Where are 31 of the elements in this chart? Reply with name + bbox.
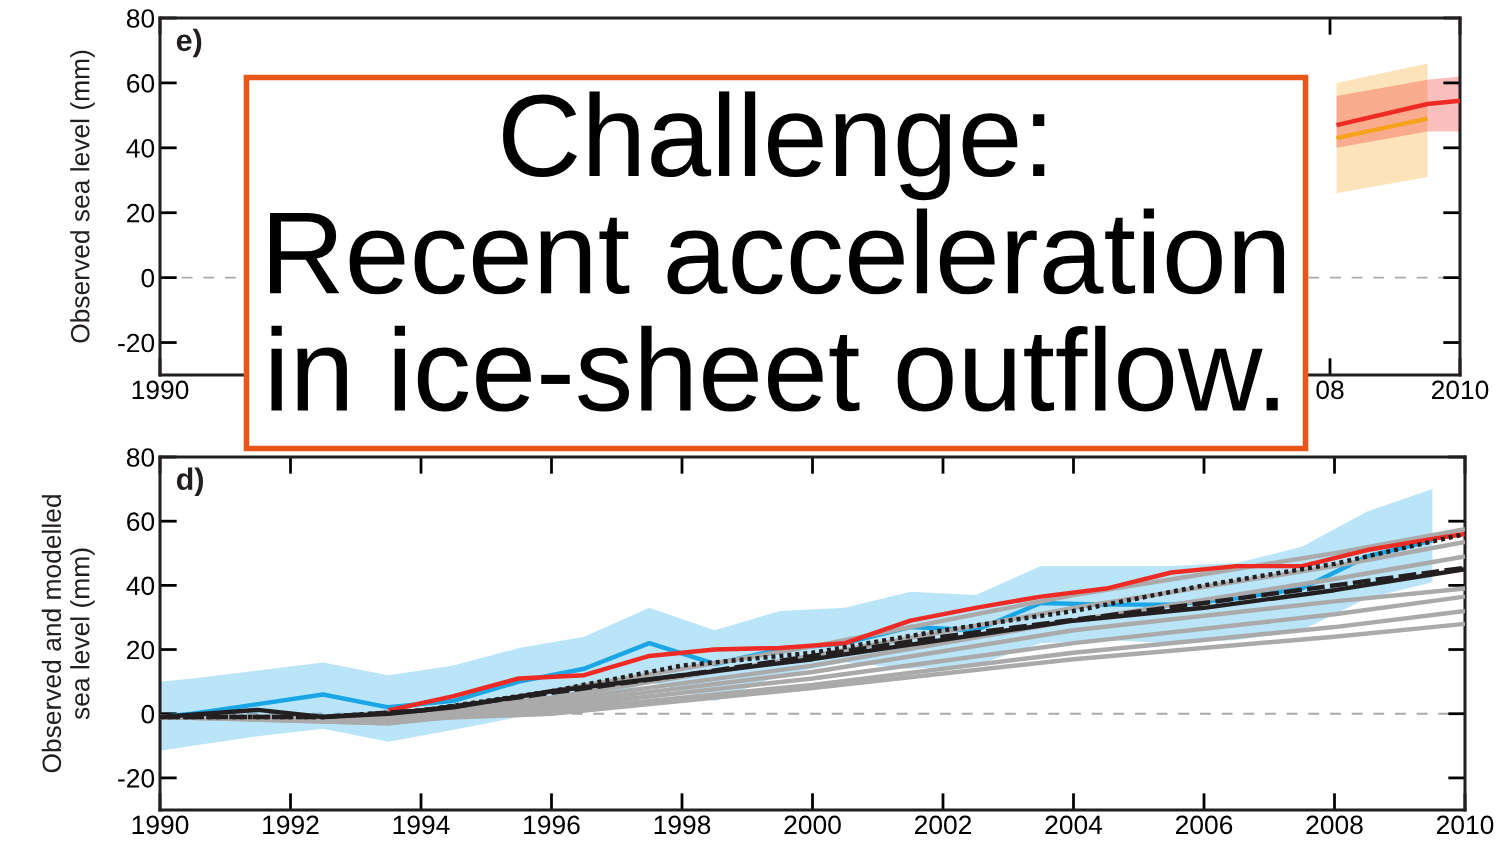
y-tick-label: 40 [126, 576, 155, 596]
y-tick-label: 80 [126, 448, 155, 467]
y-tick-label: 60 [127, 512, 155, 531]
y-tick-label: 0 [141, 268, 155, 288]
y-tick-label: 20 [127, 640, 155, 660]
y-tick-label: -20 [118, 333, 155, 353]
y-tick-label: 20 [127, 203, 155, 223]
y-tick-label: -20 [118, 769, 155, 788]
x-tick-label: 2010 [1431, 380, 1489, 400]
x-tick-label: 2000 [784, 815, 841, 835]
annotation: Challenge: Recent acceleration in ice-sheet outflow. [270, 91, 1285, 412]
x-tick-label: 2006 [1175, 815, 1233, 835]
x-tick-label: 1990 [132, 815, 189, 835]
x-tick-label: 1990 [132, 380, 189, 400]
x-tick-label: 2010 [1436, 815, 1494, 835]
x-tick-label: 1996 [524, 815, 580, 835]
x-tick-label: 2008 [1306, 815, 1363, 835]
x-tick-label: 08 [1316, 380, 1344, 400]
y-axis-title: Observed and modelled sea level (mm) [41, 495, 95, 773]
y-tick-label: 80 [126, 9, 155, 28]
x-tick-label: 2004 [1045, 815, 1103, 835]
y-tick-label: 40 [126, 138, 155, 158]
y-tick-label: 60 [127, 74, 155, 93]
x-tick-label: 1994 [393, 815, 450, 835]
y-axis-title: Observed sea level (mm) [70, 50, 95, 343]
x-tick-label: 1998 [654, 815, 711, 835]
annotation: e) [176, 28, 202, 58]
x-tick-label: 2002 [914, 815, 972, 835]
x-tick-label: 1992 [263, 815, 319, 835]
annotation: d) [176, 467, 203, 497]
y-tick-label: 0 [141, 704, 155, 724]
